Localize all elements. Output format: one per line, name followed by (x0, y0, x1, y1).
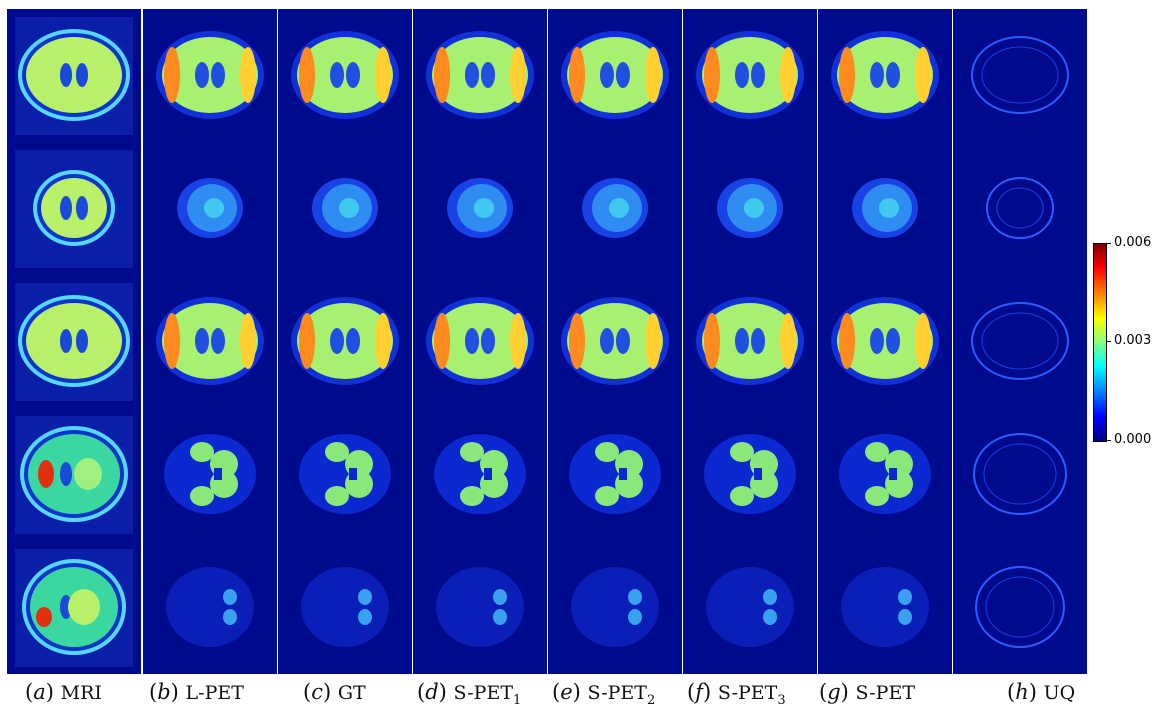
slice-image (953, 541, 1087, 674)
slice-image (683, 142, 817, 275)
slice-image (818, 408, 952, 541)
slice-image (953, 408, 1087, 541)
slice-image (413, 9, 547, 142)
slice-image (278, 142, 412, 275)
slice-image (548, 142, 682, 275)
slice-image (953, 275, 1087, 408)
image-column-c (278, 9, 412, 674)
caption-h: (h) UQ (1007, 680, 1076, 704)
caption-b: (b) L-PET (149, 680, 244, 704)
slice-image (413, 275, 547, 408)
image-column-a (7, 9, 141, 674)
caption-d: (d) S-PET1 (417, 680, 522, 709)
slice-image (818, 9, 952, 142)
slice-image (7, 9, 141, 142)
slice-image (683, 408, 817, 541)
caption-a: (a) MRI (25, 680, 102, 704)
colorbar-tick-mid (1106, 341, 1111, 342)
slice-image (683, 541, 817, 674)
slice-image (143, 275, 277, 408)
slice-image (413, 142, 547, 275)
colorbar-label-min: 0.000 (1114, 432, 1152, 447)
slice-image (278, 408, 412, 541)
slice-image (548, 275, 682, 408)
slice-image (278, 275, 412, 408)
colorbar-tick-max (1106, 243, 1111, 244)
image-column-h (953, 9, 1087, 674)
colorbar-label-max: 0.006 (1114, 235, 1152, 250)
slice-image (953, 9, 1087, 142)
slice-image (818, 142, 952, 275)
slice-image (548, 408, 682, 541)
caption-f: (f) S-PET3 (687, 680, 786, 709)
image-column-d (413, 9, 547, 674)
slice-image (548, 9, 682, 142)
colorbar-label-mid: 0.003 (1114, 333, 1152, 348)
slice-image (7, 142, 141, 275)
caption-c: (c) GT (303, 680, 366, 704)
slice-image (278, 9, 412, 142)
figure-grid (7, 9, 1087, 674)
slice-image (683, 275, 817, 408)
slice-image (7, 408, 141, 541)
slice-image (143, 408, 277, 541)
slice-image (413, 408, 547, 541)
slice-image (7, 541, 141, 674)
slice-image (278, 541, 412, 674)
slice-image (818, 541, 952, 674)
colorbar (1093, 243, 1107, 442)
slice-image (143, 9, 277, 142)
image-column-e (548, 9, 682, 674)
slice-image (548, 541, 682, 674)
caption-e: (e) S-PET2 (552, 680, 656, 709)
colorbar-tick-min (1106, 440, 1111, 441)
slice-image (143, 541, 277, 674)
slice-image (413, 541, 547, 674)
slice-image (143, 142, 277, 275)
caption-g: (g) S-PET (819, 680, 915, 704)
slice-image (818, 275, 952, 408)
slice-image (953, 142, 1087, 275)
slice-image (7, 275, 141, 408)
column-captions: (a) MRI (b) L-PET (c) GT (d) S-PET1 (e) … (7, 680, 1154, 710)
slice-image (683, 9, 817, 142)
image-column-b (143, 9, 277, 674)
image-column-f (683, 9, 817, 674)
image-column-g (818, 9, 952, 674)
